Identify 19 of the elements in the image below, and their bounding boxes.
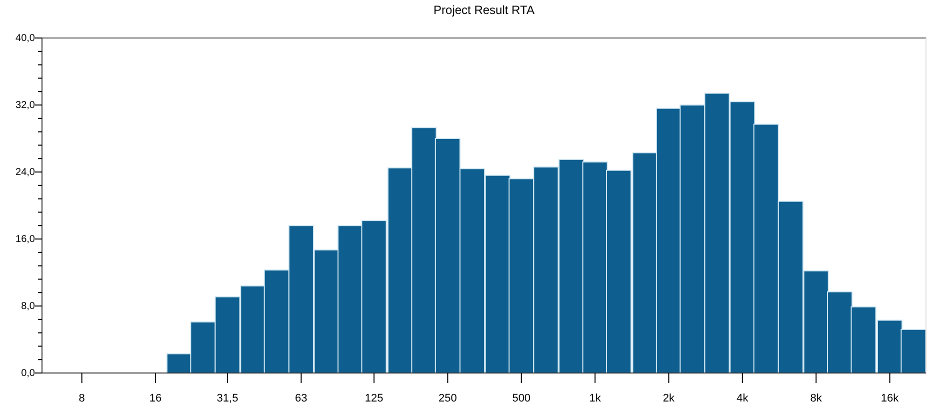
x-tick-label: 2k	[662, 392, 676, 404]
y-tick-label: 32,0	[16, 100, 36, 112]
x-tick-label: 16k	[880, 392, 900, 404]
x-tick-label: 63	[295, 392, 308, 404]
x-tick-label: 16	[149, 392, 162, 404]
y-tick-label: 40,0	[16, 33, 36, 44]
x-tick-label: 500	[512, 392, 531, 404]
x-tick-label: 125	[364, 392, 384, 404]
y-tick-label: 24,0	[16, 167, 36, 178]
x-tick-label: 8k	[810, 392, 822, 404]
y-tick-label: 16,0	[16, 234, 36, 246]
y-tick-label: 8,0	[21, 301, 36, 312]
y-tick-label: 0,0	[21, 368, 36, 380]
x-tick-label: 31,5	[216, 392, 238, 404]
x-tick-label: 8	[78, 392, 85, 404]
chart-title: Project Result RTA	[434, 3, 534, 17]
x-tick-label: 4k	[736, 392, 749, 404]
x-tick-label: 250	[438, 392, 457, 404]
x-tick-label: 1k	[589, 392, 602, 404]
